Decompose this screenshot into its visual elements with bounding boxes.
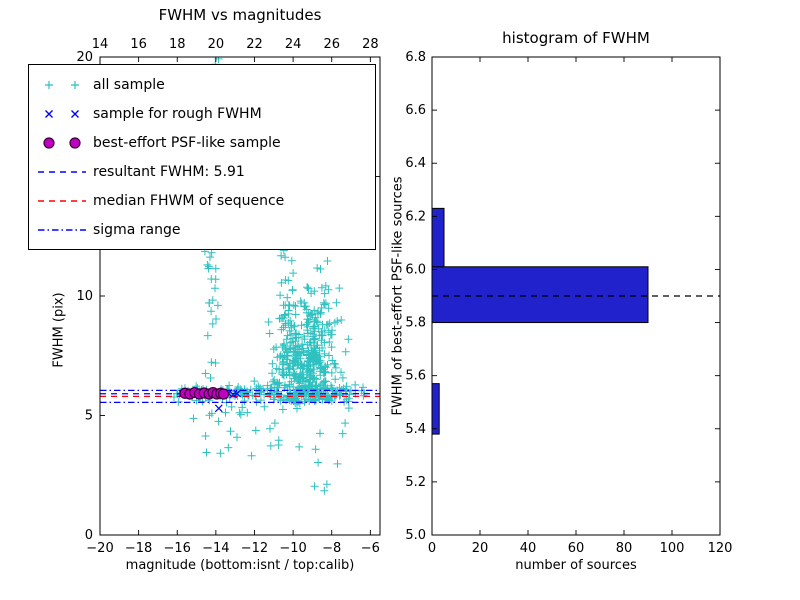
- circle-marker-icon: [43, 136, 81, 149]
- scatter-psf-like-sample: [179, 386, 230, 400]
- tick-label: 80: [616, 541, 633, 556]
- tick-label: 5.6: [405, 369, 426, 384]
- tick-label: −6: [361, 541, 380, 556]
- tick-label: −20: [86, 541, 113, 556]
- legend-label: median FHWM of sequence: [93, 192, 285, 209]
- legend: all sample sample for rough FWHM best-ef…: [28, 64, 376, 250]
- legend-label: resultant FWHM: 5.91: [93, 163, 245, 180]
- tick-label: 6.0: [405, 262, 426, 277]
- tick-label: 20: [208, 37, 225, 52]
- tick-label: 6.4: [405, 156, 426, 171]
- tick-label: 26: [323, 37, 340, 52]
- tick-label: −18: [125, 541, 152, 556]
- tick-label: 100: [660, 541, 685, 556]
- scatter-plot-content: [100, 57, 380, 495]
- x-marker-icon: [45, 109, 79, 118]
- legend-label: best-effort PSF-like sample: [93, 134, 281, 151]
- tick-label: 6.6: [405, 103, 426, 118]
- left-plot-ticks: [99, 56, 380, 536]
- tick-label: 22: [246, 37, 263, 52]
- legend-label: sample for rough FWHM: [93, 105, 262, 122]
- dashed-line-icon: [38, 199, 86, 202]
- tick-label: −14: [202, 541, 229, 556]
- legend-item-resultant-fwhm: resultant FWHM: 5.91: [29, 157, 375, 186]
- histogram-bar: [432, 383, 440, 435]
- legend-item-rough-fwhm: sample for rough FWHM: [29, 99, 375, 128]
- tick-label: 28: [362, 37, 379, 52]
- left-plot-title: FWHM vs magnitudes: [158, 6, 322, 24]
- histogram-content: [432, 207, 720, 435]
- tick-label: −8: [322, 541, 341, 556]
- tick-label: 10: [76, 289, 93, 304]
- legend-item-psf-sample: best-effort PSF-like sample: [29, 128, 375, 157]
- tick-label: 5.2: [405, 475, 426, 490]
- tick-label: −12: [241, 541, 268, 556]
- tick-label: −16: [164, 541, 191, 556]
- legend-item-sigma-range: sigma range: [29, 215, 375, 244]
- histogram-bar: [432, 266, 649, 324]
- histogram-bar: [432, 207, 445, 268]
- right-plot-title: histogram of FWHM: [502, 29, 650, 47]
- tick-label: 24: [285, 37, 302, 52]
- tick-label: 6.2: [405, 209, 426, 224]
- plus-marker-icon: [45, 80, 79, 89]
- tick-label: 40: [520, 541, 537, 556]
- dashed-line-icon: [38, 170, 86, 173]
- left-plot-xlabel: magnitude (bottom:isnt / top:calib): [125, 558, 355, 573]
- tick-label: 16: [130, 37, 147, 52]
- tick-label: 20: [472, 541, 489, 556]
- tick-label: 18: [169, 37, 186, 52]
- legend-item-median-fwhm: median FHWM of sequence: [29, 186, 375, 215]
- legend-label: all sample: [93, 76, 165, 93]
- tick-label: 5.8: [405, 316, 426, 331]
- tick-label: 60: [568, 541, 585, 556]
- tick-label: 5.0: [405, 528, 426, 543]
- right-plot-xlabel: number of sources: [515, 558, 637, 573]
- right-plot-ticks: [431, 56, 721, 536]
- tick-label: 120: [708, 541, 733, 556]
- dashdot-line-icon: [38, 228, 86, 231]
- tick-label: 20: [76, 50, 93, 65]
- tick-label: 0: [85, 528, 93, 543]
- tick-label: 6.8: [405, 50, 426, 65]
- tick-label: −10: [279, 541, 306, 556]
- tick-label: 5: [85, 409, 93, 424]
- legend-label: sigma range: [93, 221, 181, 238]
- tick-label: 5.4: [405, 422, 426, 437]
- tick-label: 0: [428, 541, 436, 556]
- tick-label: 14: [92, 37, 109, 52]
- legend-item-all-sample: all sample: [29, 70, 375, 99]
